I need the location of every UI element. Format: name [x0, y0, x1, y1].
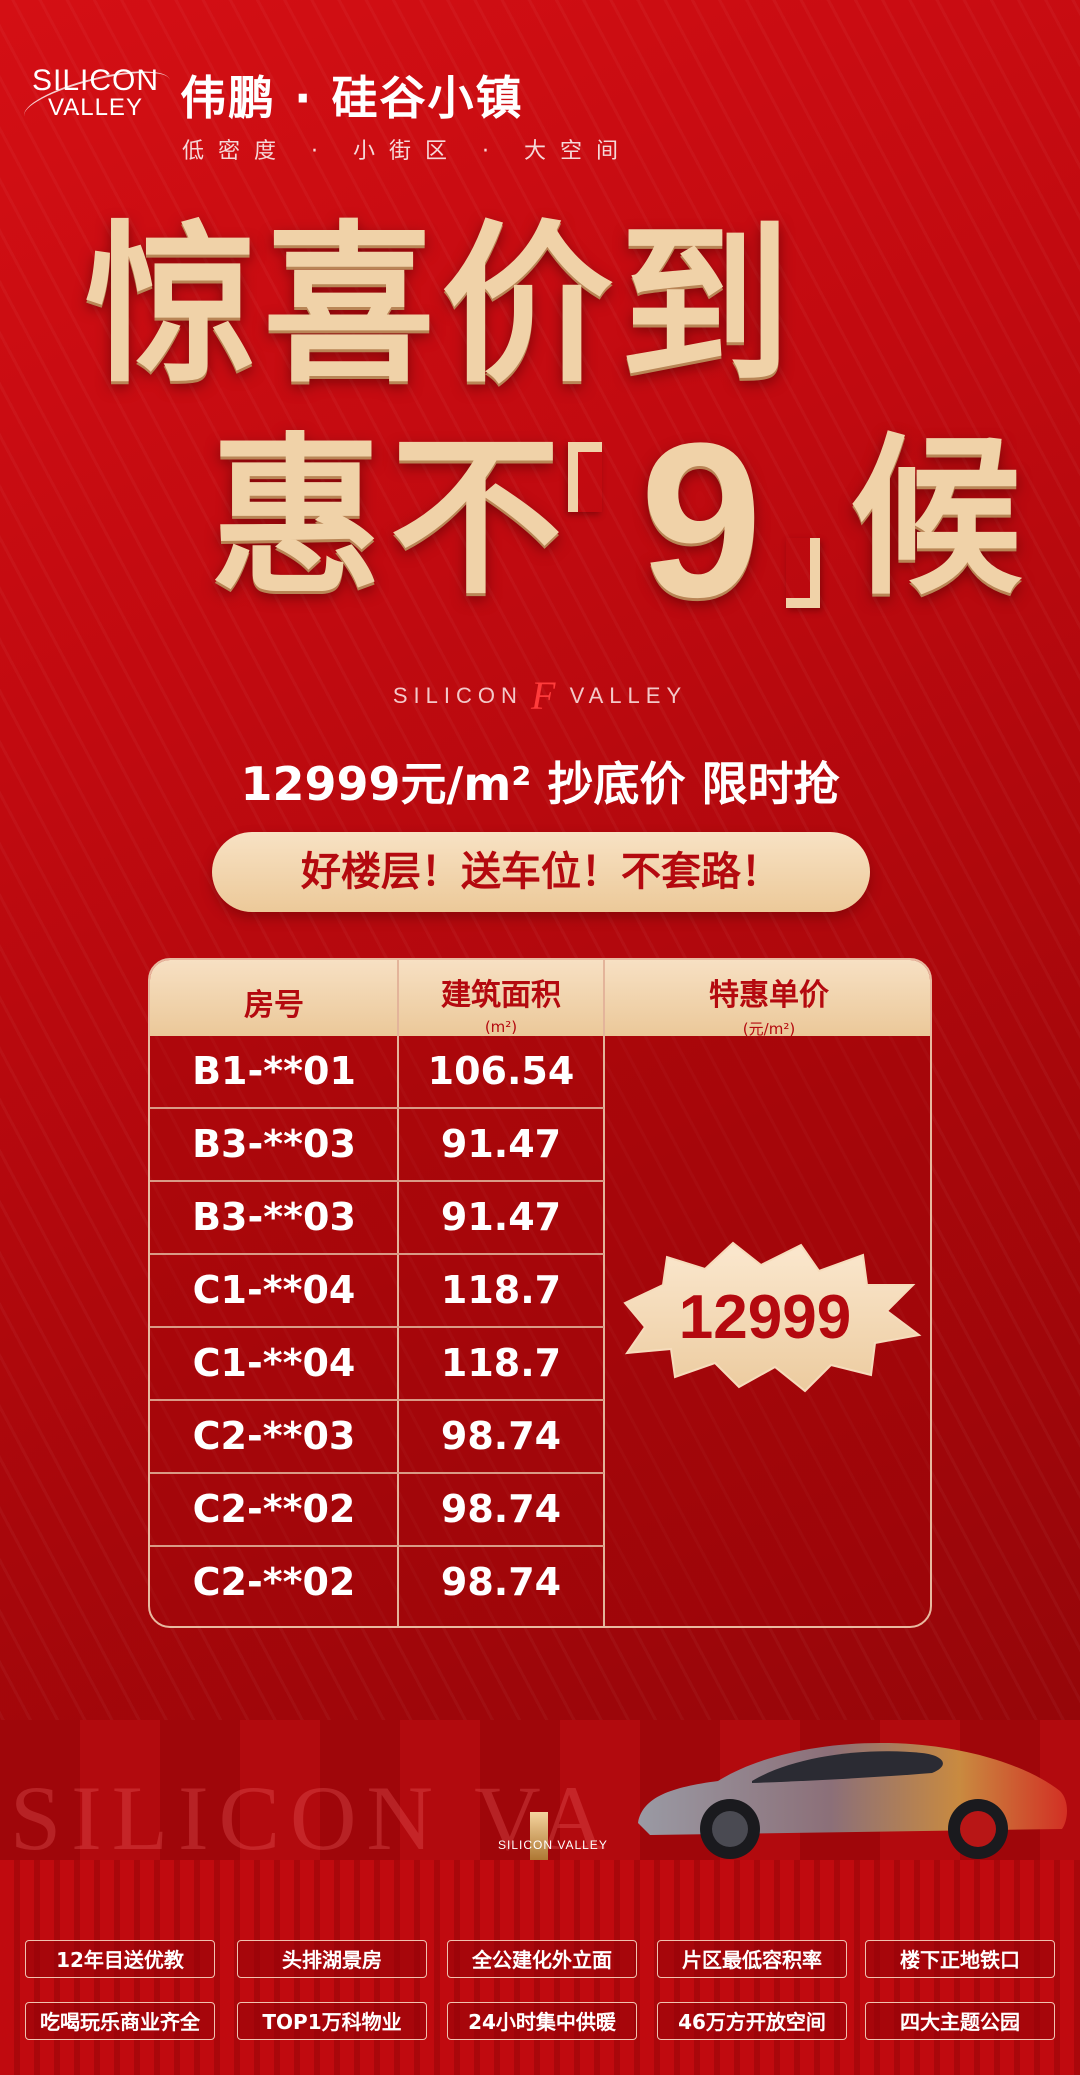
table-row: C2-**02 98.74	[150, 1474, 604, 1547]
floor-area: 118.7	[440, 1341, 562, 1385]
table-body: B1-**01 106.54 B3-**03 91.47 B3-**03 91.…	[150, 1036, 604, 1620]
band-background-word: SILICON VA	[10, 1767, 616, 1869]
brand-tagline: 低密度 · 小街区 · 大空间	[182, 139, 632, 164]
table-row: B3-**03 91.47	[150, 1182, 604, 1255]
floor-area: 106.54	[427, 1049, 575, 1093]
headline-char-bu: 不	[390, 417, 562, 618]
feature-tag: TOP1万科物业	[237, 2002, 427, 2040]
table-row: C1-**04 118.7	[150, 1255, 604, 1328]
room-number: C2-**03	[192, 1414, 356, 1458]
table-row: B3-**03 91.47	[150, 1109, 604, 1182]
brand-name: 伟鹏 · 硅谷小镇	[180, 71, 524, 125]
table-row: B1-**01 106.54	[150, 1036, 604, 1109]
header-price-title: 特惠单价	[709, 978, 829, 1013]
feature-tag: 头排湖景房	[237, 1940, 427, 1978]
feature-grid: 12年目送优教 头排湖景房 全公建化外立面 片区最低容积率 楼下正地铁口 吃喝玩…	[25, 1940, 1055, 2055]
room-number: C1-**04	[192, 1341, 356, 1385]
promo-pill: 好楼层！送车位！不套路！	[212, 832, 870, 912]
price-burst-badge	[623, 1241, 922, 1393]
sports-car-image	[638, 1742, 1067, 1859]
feature-tag: 46万方开放空间	[657, 2002, 847, 2040]
table-row: C2-**02 98.74	[150, 1547, 604, 1620]
price-line: 12999元/m² 抄底价 限时抢	[240, 757, 840, 811]
room-number: B3-**03	[192, 1122, 356, 1166]
mid-logo-right: VALLEY	[569, 683, 688, 708]
floor-area: 91.47	[440, 1122, 562, 1166]
special-price: 12999	[678, 1283, 852, 1352]
headline-number: 9	[640, 397, 763, 643]
header-area: 建筑面积 (m²)	[398, 960, 604, 1036]
feature-tag: 四大主题公园	[865, 2002, 1055, 2040]
table-header: 房号 建筑面积 (m²) 特惠单价 (元/m²)	[150, 960, 930, 1038]
header-price: 特惠单价 (元/m²)	[604, 960, 930, 1038]
silicon-valley-logo: SILICON VALLEY	[19, 58, 175, 136]
gold-pillar	[530, 1812, 548, 1864]
headline-char-hou: 候	[850, 417, 1022, 618]
table-row: C2-**03 98.74	[150, 1401, 604, 1474]
feature-tag: 楼下正地铁口	[865, 1940, 1055, 1978]
headline-line1: 惊喜价到	[85, 205, 797, 406]
room-number: B3-**03	[192, 1195, 356, 1239]
headline-line2: 惠 不 9 候	[210, 410, 1030, 630]
room-number: C2-**02	[192, 1560, 356, 1604]
room-number: B1-**01	[192, 1049, 356, 1093]
mid-logo-mark: F	[531, 673, 562, 718]
feature-tag: 吃喝玩乐商业齐全	[25, 2002, 215, 2040]
column-divider	[603, 960, 605, 1626]
floor-area: 98.74	[440, 1487, 562, 1531]
headline-char-hui: 惠	[210, 417, 382, 618]
corner-bracket-left	[568, 442, 602, 512]
mid-logo: SILICON F VALLEY	[0, 672, 1080, 719]
room-number: C2-**02	[192, 1487, 356, 1531]
feature-tag: 片区最低容积率	[657, 1940, 847, 1978]
column-divider	[397, 960, 399, 1626]
floor-area: 98.74	[440, 1414, 562, 1458]
header-area-title: 建筑面积	[441, 978, 561, 1013]
feature-tag: 24小时集中供暖	[447, 2002, 637, 2040]
corner-bracket-right	[786, 538, 820, 608]
logo-line1: SILICON	[32, 64, 160, 97]
room-number: C1-**04	[192, 1268, 356, 1312]
table-row: C1-**04 118.7	[150, 1328, 604, 1401]
header-area-unit: (m²)	[484, 1018, 518, 1036]
floor-area: 91.47	[440, 1195, 562, 1239]
feature-tag: 全公建化外立面	[447, 1940, 637, 1978]
logo-line2: VALLEY	[48, 94, 143, 121]
floor-area: 118.7	[440, 1268, 562, 1312]
header-room-title: 房号	[244, 988, 304, 1023]
feature-tag: 12年目送优教	[25, 1940, 215, 1978]
mid-logo-left: SILICON	[392, 683, 523, 708]
band-small-logo: SILICON VALLEY	[498, 1838, 608, 1852]
header-price-unit: (元/m²)	[742, 1020, 796, 1038]
header-room: 房号	[150, 960, 398, 1036]
floor-area: 98.74	[440, 1560, 562, 1604]
